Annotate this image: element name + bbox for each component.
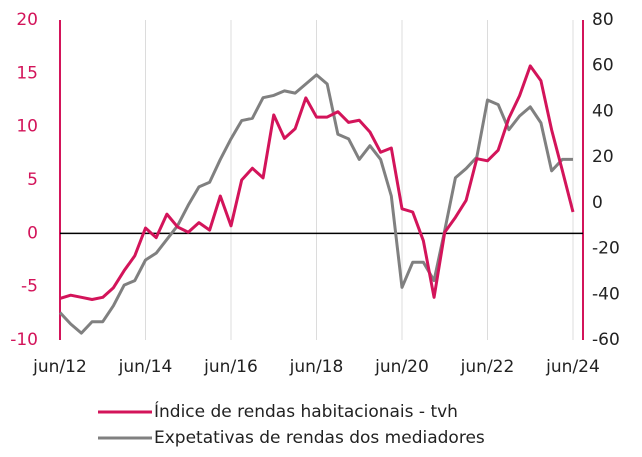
y-tick-label: -10 — [10, 330, 38, 350]
x-tick-label: jun/12 — [32, 357, 87, 377]
y-tick-label: 20 — [16, 10, 38, 30]
y2-tick-label: 80 — [592, 10, 614, 30]
x-tick-label: jun/20 — [374, 357, 429, 377]
y-tick-label: -5 — [21, 277, 38, 297]
y-tick-label: 10 — [16, 117, 38, 137]
series-line — [58, 73, 573, 335]
legend-label: Expetativas de rendas dos mediadores — [154, 428, 485, 448]
y-tick-label: 5 — [27, 170, 38, 190]
x-tick-label: jun/16 — [203, 357, 258, 377]
legend-label: Índice de rendas habitacionais - tvh — [154, 400, 458, 422]
y-tick-label: 15 — [16, 63, 38, 83]
x-tick-label: jun/22 — [460, 357, 515, 377]
x-tick-label: jun/18 — [289, 357, 344, 377]
y2-tick-label: -60 — [592, 330, 620, 350]
y2-tick-label: 40 — [592, 101, 614, 121]
y-tick-label: 0 — [27, 223, 38, 243]
y2-tick-label: 0 — [592, 193, 603, 213]
x-tick-label: jun/24 — [545, 357, 600, 377]
y2-tick-label: 60 — [592, 56, 614, 76]
series-line — [59, 64, 575, 301]
x-tick-label: jun/14 — [118, 357, 173, 377]
y2-tick-label: 20 — [592, 147, 614, 167]
y2-tick-label: -20 — [592, 239, 620, 259]
y2-tick-label: -40 — [592, 284, 620, 304]
